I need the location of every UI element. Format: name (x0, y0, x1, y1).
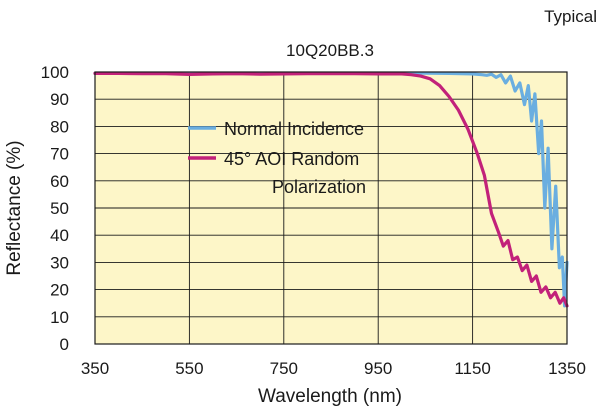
x-tick-label: 1350 (548, 359, 586, 378)
y-tick-label: 0 (60, 335, 69, 354)
plot-frame (94, 71, 568, 345)
y-tick-label: 30 (50, 253, 69, 272)
legend-label-aoi: 45° AOI Random Polarization (224, 149, 366, 197)
series-line-2 (93, 71, 569, 308)
y-tick-label: 100 (41, 63, 69, 82)
y-tick-label: 20 (50, 281, 69, 300)
corner-label: Typical (544, 7, 597, 26)
series-layer (93, 71, 569, 308)
x-axis-ticks: 350 550 750 950 1150 1350 (81, 359, 586, 378)
y-axis-label: Reflectance (%) (4, 140, 25, 275)
y-axis-ticks: 0 10 20 30 40 50 60 70 80 90 100 (41, 63, 69, 354)
legend-label-normal: Normal Incidence (224, 119, 364, 139)
x-tick-label: 550 (175, 359, 203, 378)
y-tick-label: 10 (50, 308, 69, 327)
x-tick-label: 950 (364, 359, 392, 378)
y-tick-label: 70 (50, 145, 69, 164)
x-tick-label: 1150 (454, 359, 491, 378)
y-tick-label: 50 (50, 199, 69, 218)
y-tick-label: 90 (50, 90, 69, 109)
y-tick-label: 80 (50, 117, 69, 136)
y-tick-label: 60 (50, 172, 69, 191)
x-axis-label: Wavelength (nm) (258, 386, 402, 407)
chart-title: 10Q20BB.3 (286, 41, 374, 60)
x-tick-label: 750 (270, 359, 298, 378)
y-tick-label: 40 (50, 226, 69, 245)
legend: Normal Incidence 45° AOI Random Polarizati… (188, 119, 366, 197)
x-tick-label: 350 (81, 359, 109, 378)
